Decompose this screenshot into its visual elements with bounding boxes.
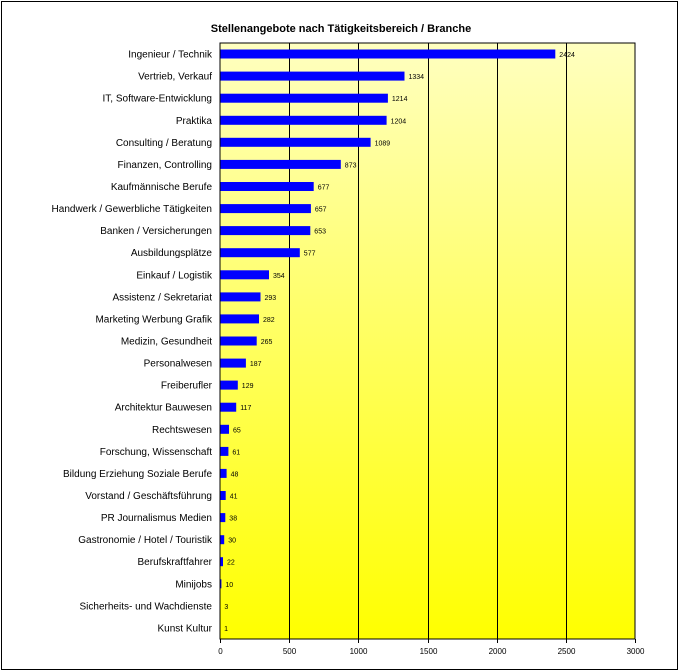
bar — [220, 380, 238, 390]
data-label: 282 — [263, 317, 275, 324]
x-tick-label: 0 — [218, 647, 223, 656]
category-label: Kaufmännische Berufe — [111, 182, 213, 193]
x-tick-label: 2500 — [558, 647, 576, 656]
chart-title: Stellenangebote nach Tätigkeitsbereich /… — [211, 23, 471, 35]
category-label: Marketing Werbung Grafik — [95, 314, 213, 325]
category-label: Vertrieb, Verkauf — [138, 72, 212, 83]
bar — [220, 226, 311, 236]
category-label: Vorstand / Geschäftsführung — [85, 491, 212, 502]
x-tick-label: 1500 — [420, 647, 438, 656]
x-tick-label: 3000 — [627, 647, 645, 656]
data-label: 677 — [318, 185, 330, 192]
bar — [220, 204, 311, 214]
bar — [220, 314, 259, 324]
bar — [220, 248, 300, 258]
category-label: Consulting / Beratung — [116, 138, 212, 149]
data-label: 61 — [232, 449, 240, 456]
data-label: 1 — [224, 626, 228, 633]
data-label: 48 — [231, 471, 239, 478]
bar — [220, 71, 405, 81]
bar — [220, 292, 261, 302]
category-label: Handwerk / Gewerbliche Tätigkeiten — [52, 204, 212, 215]
category-label: Freiberufler — [161, 381, 213, 392]
category-label: Bildung Erziehung Soziale Berufe — [63, 469, 212, 480]
category-label: Personalwesen — [144, 359, 212, 370]
data-label: 1204 — [391, 118, 407, 125]
category-label: PR Journalismus Medien — [101, 513, 212, 524]
category-label: Sicherheits- und Wachdienste — [80, 601, 213, 612]
category-label: Kunst Kultur — [158, 624, 213, 635]
category-label: Rechtswesen — [152, 425, 212, 436]
x-tick-label: 1000 — [350, 647, 368, 656]
bar — [220, 513, 226, 523]
plot-area — [220, 43, 635, 639]
data-label: 2424 — [559, 52, 575, 59]
category-label: Banken / Versicherungen — [100, 226, 212, 237]
data-label: 1334 — [409, 74, 425, 81]
category-label: Finanzen, Controlling — [118, 160, 213, 171]
bars — [220, 49, 556, 633]
category-label: Medizin, Gesundheit — [121, 337, 212, 348]
data-label: 41 — [230, 494, 238, 501]
category-label: Ausbildungsplätze — [131, 248, 213, 259]
category-label: Ingenieur / Technik — [128, 50, 213, 61]
x-tick-label: 500 — [283, 647, 297, 656]
x-tick-label: 2000 — [489, 647, 507, 656]
bar — [220, 49, 556, 59]
data-label: 10 — [225, 582, 233, 589]
data-label: 265 — [261, 339, 273, 346]
bar — [220, 358, 246, 368]
category-label: Praktika — [176, 116, 213, 127]
plot-border — [219, 42, 636, 640]
data-label: 117 — [240, 405, 251, 412]
data-label: 38 — [229, 516, 237, 523]
data-label: 65 — [233, 427, 241, 434]
data-label: 1089 — [375, 140, 391, 147]
data-label: 187 — [250, 361, 262, 368]
bar — [220, 270, 269, 280]
data-label: 22 — [227, 560, 235, 567]
bar — [220, 579, 222, 589]
bar — [220, 159, 341, 169]
x-axis: 0 500 1000 1500 2000 2500 3000 — [218, 639, 645, 656]
data-label: 354 — [273, 273, 285, 280]
bar — [220, 424, 229, 434]
data-label: 653 — [314, 229, 326, 236]
bar — [220, 557, 223, 567]
value-labels: 2424133412141204108987367765765357735429… — [224, 52, 575, 633]
category-label: IT, Software-Entwicklung — [103, 94, 213, 105]
bar — [220, 446, 229, 456]
bar — [220, 182, 314, 191]
category-label: Assistenz / Sekretariat — [113, 292, 213, 303]
data-label: 873 — [345, 162, 357, 169]
data-label: 129 — [242, 383, 254, 390]
category-label: Einkauf / Logistik — [136, 270, 213, 281]
category-label: Minijobs — [175, 579, 212, 590]
data-label: 1214 — [392, 96, 408, 103]
bar — [220, 93, 388, 103]
category-label: Gastronomie / Hotel / Touristik — [78, 535, 213, 546]
bar — [220, 535, 225, 545]
data-label: 657 — [315, 207, 327, 214]
bar — [220, 402, 237, 412]
data-label: 30 — [228, 538, 236, 545]
data-label: 3 — [224, 604, 228, 611]
bar — [220, 468, 227, 478]
bar — [220, 336, 257, 346]
bar — [220, 137, 371, 147]
data-label: 577 — [304, 251, 316, 258]
category-label: Berufskraftfahrer — [138, 557, 213, 568]
data-label: 293 — [265, 295, 277, 302]
category-label: Architektur Bauwesen — [115, 403, 212, 414]
bar — [220, 115, 387, 125]
category-labels: Ingenieur / Technik Vertrieb, Verkauf IT, … — [52, 50, 213, 635]
bar — [220, 491, 226, 500]
category-label: Forschung, Wissenschaft — [100, 447, 212, 458]
